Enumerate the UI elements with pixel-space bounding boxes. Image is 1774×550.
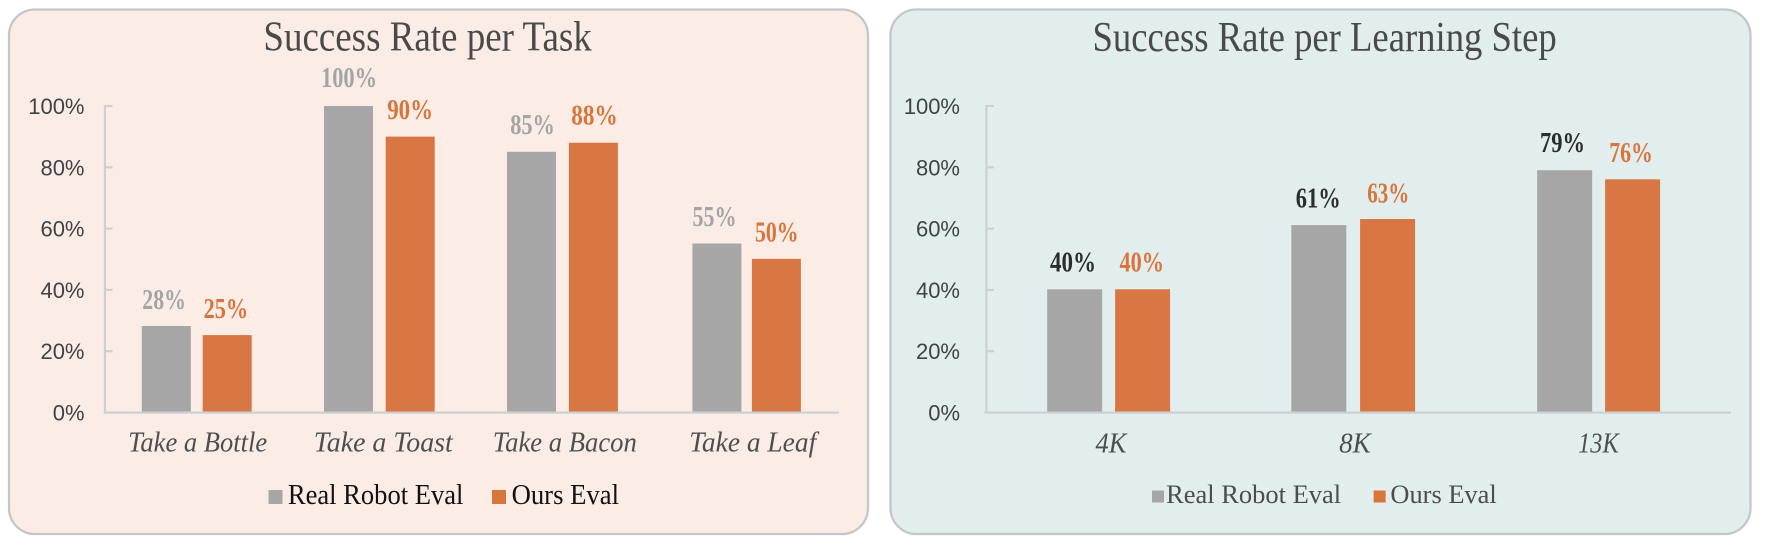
svg-text:Ours Eval: Ours Eval: [1390, 480, 1496, 509]
svg-text:100%: 100%: [904, 94, 960, 119]
svg-text:40%: 40%: [40, 278, 84, 303]
svg-text:Ours Eval: Ours Eval: [512, 480, 620, 511]
svg-text:90%: 90%: [387, 95, 433, 126]
svg-text:25%: 25%: [204, 294, 249, 325]
svg-text:100%: 100%: [28, 94, 84, 119]
svg-text:60%: 60%: [916, 217, 960, 242]
svg-text:0%: 0%: [53, 401, 85, 426]
svg-text:85%: 85%: [510, 110, 555, 141]
svg-text:28%: 28%: [142, 285, 186, 316]
svg-text:Take a Bacon: Take a Bacon: [493, 428, 637, 459]
svg-text:20%: 20%: [916, 339, 960, 364]
svg-text:Real Robot Eval: Real Robot Eval: [288, 480, 464, 511]
svg-text:40%: 40%: [1120, 248, 1165, 279]
svg-text:40%: 40%: [1050, 248, 1096, 279]
svg-text:88%: 88%: [571, 101, 617, 132]
svg-text:Success Rate per Task: Success Rate per Task: [263, 14, 592, 61]
svg-text:55%: 55%: [693, 202, 737, 233]
svg-text:61%: 61%: [1296, 183, 1341, 214]
svg-text:0%: 0%: [928, 401, 960, 426]
svg-text:20%: 20%: [40, 339, 84, 364]
svg-text:Real Robot Eval: Real Robot Eval: [1166, 480, 1341, 509]
svg-text:50%: 50%: [755, 218, 799, 249]
svg-text:80%: 80%: [916, 155, 960, 180]
svg-text:63%: 63%: [1367, 178, 1409, 209]
svg-text:40%: 40%: [916, 278, 960, 303]
svg-text:Take a Bottle: Take a Bottle: [128, 428, 267, 459]
svg-text:4K: 4K: [1096, 428, 1128, 459]
svg-text:13K: 13K: [1578, 428, 1620, 459]
svg-text:76%: 76%: [1609, 138, 1653, 169]
svg-text:79%: 79%: [1540, 128, 1585, 159]
svg-text:100%: 100%: [321, 63, 377, 94]
svg-text:Take a Leaf: Take a Leaf: [689, 428, 819, 459]
svg-text:80%: 80%: [40, 155, 84, 180]
svg-text:Take a Toast: Take a Toast: [314, 428, 454, 459]
svg-text:Success Rate per Learning Step: Success Rate per Learning Step: [1093, 14, 1557, 61]
svg-text:60%: 60%: [40, 217, 84, 242]
svg-text:8K: 8K: [1339, 428, 1372, 459]
